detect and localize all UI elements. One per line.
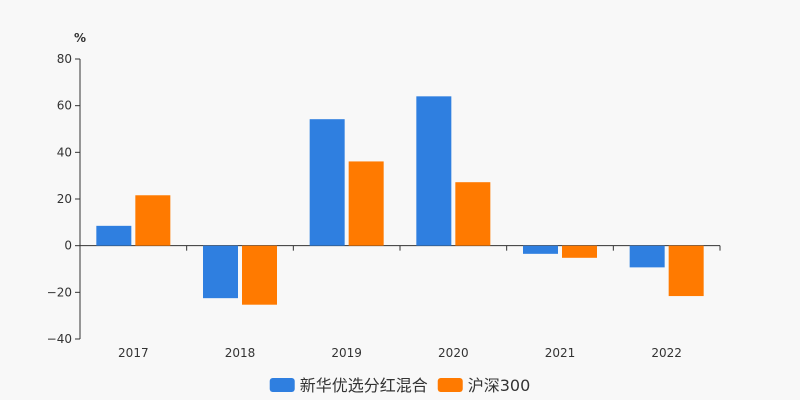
- axes: −40 −20 0 20 40 60 80 2017 2018 2019 2020 2021 2022: [47, 52, 721, 360]
- legend-swatch: [437, 378, 463, 392]
- legend-swatch: [269, 378, 295, 392]
- y-unit-label: %: [74, 31, 86, 45]
- bars: [96, 96, 704, 305]
- bar-fund-2017: [96, 225, 132, 246]
- bar-index-2020: [455, 182, 491, 246]
- bar-index-2019: [348, 161, 384, 246]
- x-tick-label: 2022: [651, 346, 682, 360]
- legend-label: 新华优选分红混合: [300, 376, 428, 395]
- y-tick-label: 60: [57, 99, 72, 113]
- bar-fund-2019: [309, 119, 345, 246]
- legend: 新华优选分红混合 沪深300: [269, 376, 531, 395]
- legend-label: 沪深300: [468, 376, 531, 395]
- bar-index-2022: [668, 245, 704, 297]
- y-tick-label: 20: [57, 192, 72, 206]
- bar-index-2021: [562, 245, 597, 258]
- x-tick-label: 2020: [438, 346, 469, 360]
- bar-fund-2022: [629, 245, 665, 268]
- legend-item-fund: 新华优选分红混合: [269, 376, 428, 395]
- y-tick-label: 40: [57, 145, 72, 159]
- y-tick-label: 0: [64, 239, 72, 253]
- x-tick-label: 2021: [545, 346, 576, 360]
- bar-fund-2018: [203, 245, 238, 299]
- y-tick-label: −40: [47, 332, 72, 346]
- bar-index-2018: [242, 245, 277, 305]
- x-tick-label: 2019: [331, 346, 362, 360]
- legend-item-index: 沪深300: [437, 376, 531, 395]
- bar-fund-2020: [416, 96, 452, 246]
- y-tick-label: −20: [47, 285, 72, 299]
- x-tick-label: 2018: [225, 346, 256, 360]
- bar-index-2017: [135, 195, 171, 246]
- bar-fund-2021: [523, 245, 558, 254]
- y-tick-label: 80: [57, 52, 72, 66]
- x-tick-label: 2017: [118, 346, 149, 360]
